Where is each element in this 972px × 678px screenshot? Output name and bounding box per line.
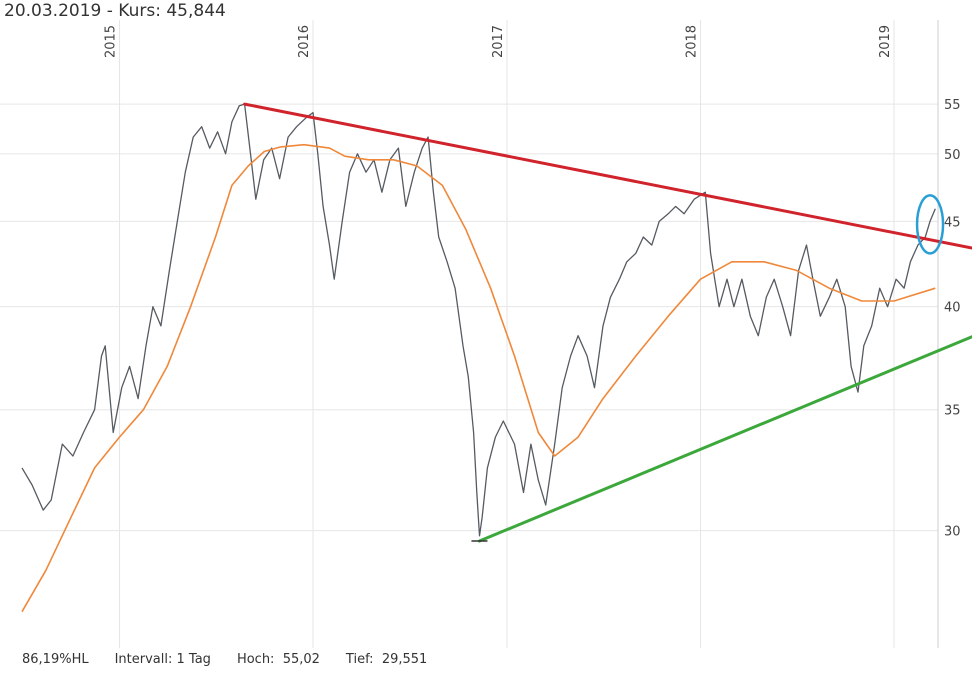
interval-info: Intervall: 1 Tag bbox=[115, 652, 211, 667]
x-tick-label: 2016 bbox=[297, 25, 312, 58]
chart-header: 20.03.2019 - Kurs: 45,844 bbox=[4, 1, 226, 21]
high-value: 55,02 bbox=[282, 652, 320, 667]
series-layer bbox=[21, 103, 936, 613]
header-price-label: Kurs: bbox=[118, 1, 161, 21]
trendline-layer bbox=[243, 102, 972, 543]
grid-layer bbox=[0, 20, 938, 648]
y-tick-label: 55 bbox=[944, 98, 961, 113]
range-percent: 86,19%HL bbox=[22, 652, 89, 667]
header-date: 20.03.2019 bbox=[4, 1, 102, 21]
price-series-line bbox=[21, 103, 936, 537]
low-value: 29,551 bbox=[381, 652, 428, 667]
highlight-ellipse bbox=[915, 194, 945, 255]
support-trendline bbox=[477, 335, 972, 543]
resistance-trendline bbox=[243, 102, 972, 250]
x-tick-label: 2018 bbox=[685, 25, 700, 58]
y-tick-label: 50 bbox=[944, 148, 961, 163]
header-separator: - bbox=[101, 1, 119, 21]
chart-footer: 86,19%HL Intervall: 1 Tag Hoch: 55,02 Ti… bbox=[22, 652, 427, 667]
x-tick-label: 2019 bbox=[878, 25, 893, 58]
x-tick-label: 2015 bbox=[104, 25, 119, 58]
interval-label: Intervall: bbox=[114, 652, 173, 667]
moving-average-line bbox=[21, 143, 936, 613]
x-tick-label: 2017 bbox=[491, 25, 506, 58]
header-price-value: 45,844 bbox=[166, 1, 226, 21]
y-tick-label: 30 bbox=[944, 525, 961, 540]
low-info: Tief: 29,551 bbox=[346, 652, 427, 667]
y-tick-label: 35 bbox=[944, 404, 961, 419]
high-label: Hoch: bbox=[236, 652, 275, 667]
high-info: Hoch: 55,02 bbox=[237, 652, 320, 667]
interval-value: 1 Tag bbox=[176, 652, 211, 667]
axis-layer: 30 35 40 45 50 55 2015 2016 2017 2018 2019 bbox=[104, 20, 961, 648]
y-tick-label: 45 bbox=[944, 215, 961, 230]
low-label: Tief: bbox=[345, 652, 374, 667]
y-tick-label: 40 bbox=[944, 301, 961, 316]
